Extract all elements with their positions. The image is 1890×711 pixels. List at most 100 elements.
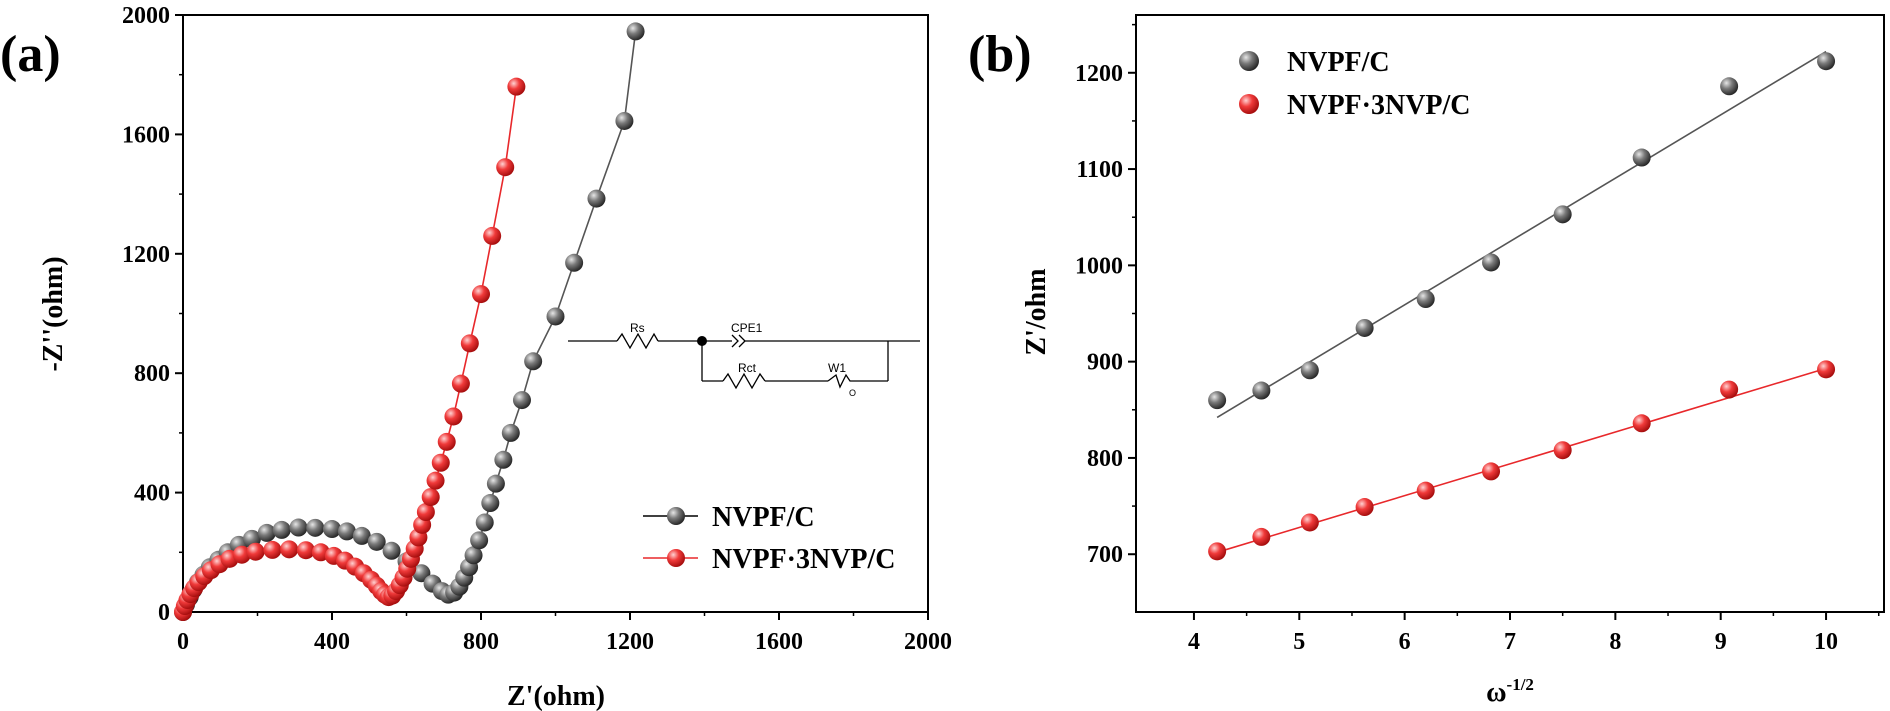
y-tick-label: 1100 [1076, 157, 1123, 183]
panel-a-ylabel: -Z''(ohm) [38, 256, 69, 371]
x-tick-label: 4 [1188, 629, 1200, 655]
data-point [501, 423, 520, 442]
y-tick-label: 400 [134, 481, 170, 507]
data-point [615, 111, 634, 130]
panel-b-axes: 4 5 6 7 8 9 10 700 800 900 1000 1100 1200 [1075, 23, 1880, 655]
data-point [451, 374, 470, 393]
series-line-nvpf-c [182, 31, 637, 613]
x-tick-label: 5 [1293, 629, 1305, 655]
circuit-label-w1: W1 [828, 361, 846, 375]
data-point [460, 334, 479, 353]
data-point [426, 471, 445, 490]
data-point [232, 545, 251, 564]
y-tick-label: 1600 [122, 122, 170, 148]
data-point [512, 391, 531, 410]
data-point [431, 453, 450, 472]
legend-marker-nvpf-c [1239, 51, 1259, 71]
y-tick-label: 900 [1087, 350, 1123, 376]
data-point [421, 488, 440, 507]
data-point [257, 523, 276, 542]
series-nvpf-c [174, 22, 645, 621]
panel-a-xlabel: Z'(ohm) [507, 681, 605, 711]
y-tick-label: 1000 [1075, 253, 1123, 279]
y-tick-label: 2000 [122, 3, 170, 29]
panel-b-series [1208, 50, 1836, 561]
data-point [1208, 542, 1227, 561]
y-tick-label: 1200 [1075, 61, 1123, 87]
data-point [1416, 290, 1435, 309]
data-point [280, 540, 299, 559]
x-tick-label: 1600 [755, 629, 803, 655]
data-point [416, 503, 435, 522]
data-point [1817, 52, 1836, 71]
data-point [587, 189, 606, 208]
resistor-rct-symbol [722, 372, 766, 390]
data-point [246, 542, 265, 561]
data-point [337, 522, 356, 541]
data-point [494, 450, 513, 469]
data-point [272, 520, 291, 539]
data-point [464, 546, 483, 565]
data-point [626, 22, 645, 41]
data-point [1355, 318, 1374, 337]
data-point [546, 307, 565, 326]
x-tick-label: 8 [1609, 629, 1621, 655]
x-tick-label: 0 [177, 629, 189, 655]
y-tick-label: 1200 [122, 242, 170, 268]
data-point [382, 541, 401, 560]
data-point [1482, 253, 1501, 272]
series-nvpf-3nvp-c [1208, 360, 1836, 561]
x-tick-label: 2000 [904, 629, 952, 655]
data-point [263, 540, 282, 559]
panel-b-xlabel: ω-1/2 [1486, 675, 1534, 708]
legend-marker-nvpf-c [667, 507, 685, 525]
data-point [1553, 205, 1572, 224]
x-tick-label: 6 [1399, 629, 1411, 655]
legend-marker-nvpf-3nvp-c [667, 549, 685, 567]
data-point [1355, 498, 1374, 517]
data-point [565, 253, 584, 272]
data-point [323, 520, 341, 539]
panel-a-legend: NVPF/C NVPF·3NVP/C [643, 502, 896, 575]
data-point [1553, 441, 1572, 460]
circuit-label-w1-subscript: O [849, 388, 856, 398]
data-point [496, 158, 515, 177]
data-point [367, 532, 386, 551]
data-point [306, 518, 325, 537]
panel-a: (a) 0 400 800 1200 1600 2000 0 400 800 1200 1600 20… [0, 3, 952, 711]
panel-b-xlabel-base: ω [1486, 677, 1506, 708]
data-point [296, 541, 315, 560]
x-tick-label: 10 [1814, 629, 1838, 655]
data-point [1300, 361, 1319, 380]
data-point [486, 474, 505, 493]
data-point [289, 518, 308, 537]
x-tick-label: 1200 [606, 629, 654, 655]
data-point [475, 513, 494, 532]
x-tick-label: 7 [1504, 629, 1516, 655]
panel-a-series [174, 22, 645, 621]
legend-label-nvpf-3nvp-c: NVPF·3NVP/C [712, 544, 896, 575]
data-point [524, 352, 543, 371]
warburg-w1-symbol [827, 373, 855, 389]
x-tick-label: 800 [463, 629, 499, 655]
data-point [507, 77, 526, 96]
panel-a-label: (a) [0, 26, 61, 83]
circuit-label-rct: Rct [738, 361, 757, 375]
equivalent-circuit-inset [568, 332, 920, 390]
panel-a-axes: 0 400 800 1200 1600 2000 0 400 800 1200 1600 2000 [122, 3, 952, 655]
legend-marker-nvpf-3nvp-c [1239, 94, 1259, 114]
legend-label-nvpf-c: NVPF/C [1287, 47, 1390, 78]
panel-b-xlabel-sup: -1/2 [1507, 675, 1534, 694]
data-point [1252, 527, 1271, 546]
circuit-label-rs: Rs [630, 321, 645, 335]
circuit-label-cpe1: CPE1 [731, 321, 763, 335]
y-tick-label: 800 [1087, 446, 1123, 472]
data-point [1632, 148, 1651, 167]
panel-b-legend: NVPF/C NVPF·3NVP/C [1239, 47, 1471, 121]
data-point [483, 226, 502, 245]
data-point [444, 407, 463, 426]
data-point [1208, 391, 1227, 410]
series-nvpf-c [1208, 50, 1836, 419]
